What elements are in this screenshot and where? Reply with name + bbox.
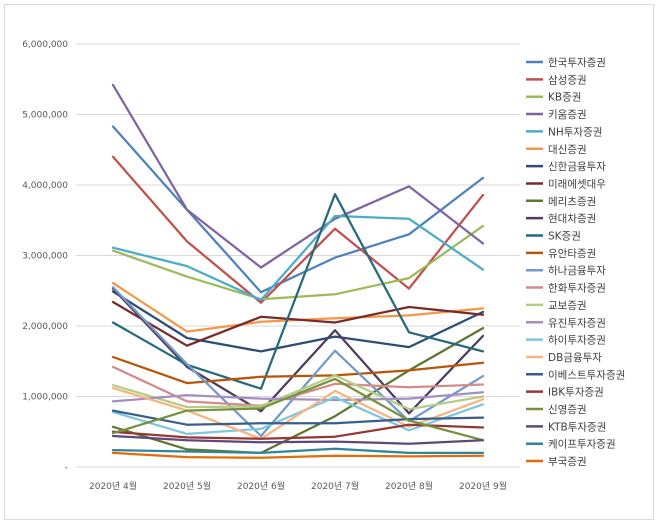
legend-label: NH투자증권 [548, 126, 602, 138]
x-tick-label: 2020년 5월 [163, 480, 211, 492]
legend-label: 신영증권 [548, 404, 587, 416]
series-line-18 [111, 409, 485, 426]
series-line-1 [111, 155, 485, 304]
legend-label: 부국증권 [548, 456, 587, 468]
legend-label: 하이투자증권 [548, 334, 606, 347]
series-line-4 [111, 214, 485, 302]
series-lines [111, 83, 485, 459]
legend-label: DB금융투자 [548, 352, 602, 364]
legend-label: 이베스트투자증권 [548, 369, 625, 381]
y-tick-label: 2,000,000 [22, 322, 68, 332]
legend-label: 케이프투자증권 [548, 439, 616, 451]
legend-label: 메리츠증권 [548, 196, 596, 208]
legend-label: 유진투자증권 [548, 317, 606, 329]
series-line-19 [111, 423, 485, 440]
y-tick-label: 3,000,000 [22, 252, 68, 262]
y-tick-label: 6,000,000 [22, 40, 68, 50]
legend-label: 유안타증권 [548, 248, 596, 260]
y-tick-label: 4,000,000 [22, 181, 68, 191]
series-line-8 [111, 326, 485, 455]
series-line-10 [111, 193, 485, 390]
legend-label: 신한금융투자 [548, 161, 606, 173]
legend-label: 대신증권 [548, 144, 587, 156]
legend-label: SK증권 [548, 231, 581, 243]
y-tick-label: - [65, 463, 68, 473]
series-line-15 [111, 391, 485, 403]
legend-label: 교보증권 [548, 300, 587, 312]
series-line-22 [111, 447, 485, 455]
series-line-17 [111, 386, 485, 440]
y-tick-label: 1,000,000 [22, 393, 68, 403]
legend-label: KB증권 [548, 92, 581, 104]
x-tick-label: 2020년 7월 [311, 480, 359, 492]
series-line-6 [111, 290, 485, 353]
legend-label: 한화투자증권 [548, 283, 606, 295]
legend-label: 미래에셋대우 [548, 178, 606, 190]
x-tick-label: 2020년 8월 [385, 480, 433, 492]
series-line-20 [111, 377, 485, 442]
legend-label: KTB투자증권 [548, 421, 606, 433]
x-axis-ticks: 2020년 4월 2020년 5월 2020년 6월 2020년 7월 2020년 8월… [89, 480, 507, 492]
x-tick-label: 2020년 6월 [237, 480, 285, 492]
series-line-14 [111, 374, 485, 411]
series-line-9 [111, 287, 485, 415]
series-line-23 [111, 451, 485, 459]
x-tick-label: 2020년 9월 [459, 480, 507, 492]
series-line-0 [111, 125, 485, 294]
series-line-7 [111, 300, 485, 347]
legend-label: IBK투자증권 [548, 387, 604, 399]
legend-label: 현대차증권 [548, 213, 596, 225]
series-line-2 [111, 224, 485, 301]
legend-label: 키움증권 [548, 109, 587, 121]
series-line-3 [111, 83, 485, 269]
y-axis-ticks: - 1,000,000 2,000,000 3,000,000 4,000,000 5,0… [22, 40, 68, 473]
series-line-11 [111, 355, 485, 385]
x-tick-label: 2020년 4월 [89, 480, 137, 492]
series-line-21 [111, 434, 485, 445]
legend-label: 한국투자증권 [548, 57, 606, 69]
legend-label: 삼성증권 [548, 74, 587, 86]
legend-label: 하나금융투자 [548, 264, 606, 277]
y-tick-label: 5,000,000 [22, 111, 68, 121]
